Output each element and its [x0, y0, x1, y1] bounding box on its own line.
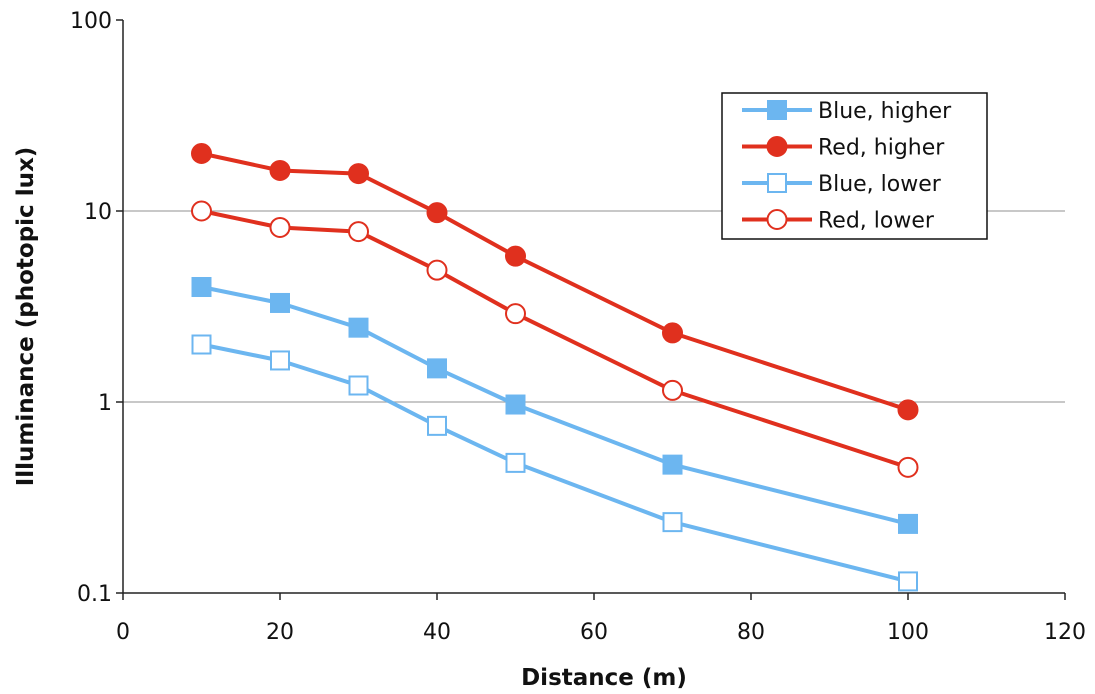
legend-entry: Blue, lower: [742, 172, 942, 197]
x-tick-label: 0: [116, 620, 130, 645]
y-tick-label: 0.1: [77, 582, 112, 607]
data-point: [898, 513, 918, 534]
data-point: [426, 202, 448, 224]
series-3: [191, 334, 918, 592]
data-point: [270, 292, 290, 313]
data-point: [191, 200, 212, 222]
y-tick-label: 100: [70, 9, 112, 34]
data-point: [191, 143, 212, 165]
x-tick-label: 40: [423, 620, 451, 645]
data-point: [662, 322, 683, 344]
data-point: [662, 454, 683, 475]
data-point: [505, 452, 526, 473]
y-tick-label: 1: [98, 391, 112, 416]
data-point: [505, 303, 526, 325]
legend-marker: [766, 136, 788, 157]
data-point: [427, 358, 447, 379]
data-point: [191, 334, 212, 355]
legend-marker: [766, 209, 788, 230]
legend-marker: [767, 173, 787, 193]
axes: [116, 19, 1066, 600]
legend-entry: Red, higher: [742, 136, 945, 161]
data-point: [426, 259, 448, 281]
data-point: [898, 571, 918, 592]
x-tick-label: 120: [1044, 620, 1086, 645]
legend-box: [721, 92, 988, 240]
legend-label: Red, lower: [818, 209, 935, 234]
data-point: [505, 394, 526, 415]
legend-entry: Red, lower: [742, 209, 935, 234]
data-point: [270, 350, 290, 371]
data-point: [348, 317, 369, 338]
data-point: [427, 415, 447, 436]
series-line: [201, 285, 909, 526]
x-tick-label: 60: [580, 620, 608, 645]
legend-label: Red, higher: [818, 136, 945, 161]
legend-marker: [767, 100, 787, 120]
data-point: [897, 456, 919, 478]
data-series: [191, 143, 919, 592]
data-point: [348, 221, 369, 243]
x-axis-title: Distance (m): [521, 665, 687, 691]
y-axis-title: Illuminance (photopic lux): [13, 147, 39, 487]
legend-label: Blue, lower: [818, 172, 942, 197]
series-4: [191, 200, 919, 478]
legend: Blue, higher Red, higher Blue, lower Red, l…: [721, 92, 988, 240]
legend-entry: Blue, higher: [742, 99, 952, 124]
data-point: [662, 512, 683, 533]
tick-labels: 0 20 40 60 80 100 120 0.1 1 10 100: [70, 9, 1086, 645]
data-point: [269, 216, 291, 238]
x-tick-label: 80: [737, 620, 765, 645]
data-point: [897, 399, 919, 421]
series-1: [191, 277, 918, 534]
data-point: [348, 375, 369, 396]
data-point: [269, 159, 291, 181]
y-tick-label: 10: [84, 200, 112, 225]
series-line: [201, 342, 909, 584]
data-point: [662, 379, 683, 401]
x-tick-label: 20: [266, 620, 294, 645]
data-point: [505, 245, 526, 267]
data-point: [191, 277, 212, 298]
legend-label: Blue, higher: [818, 99, 952, 124]
series-2: [191, 143, 919, 421]
series-line: [201, 209, 909, 470]
x-tick-label: 100: [887, 620, 929, 645]
data-point: [348, 163, 369, 185]
